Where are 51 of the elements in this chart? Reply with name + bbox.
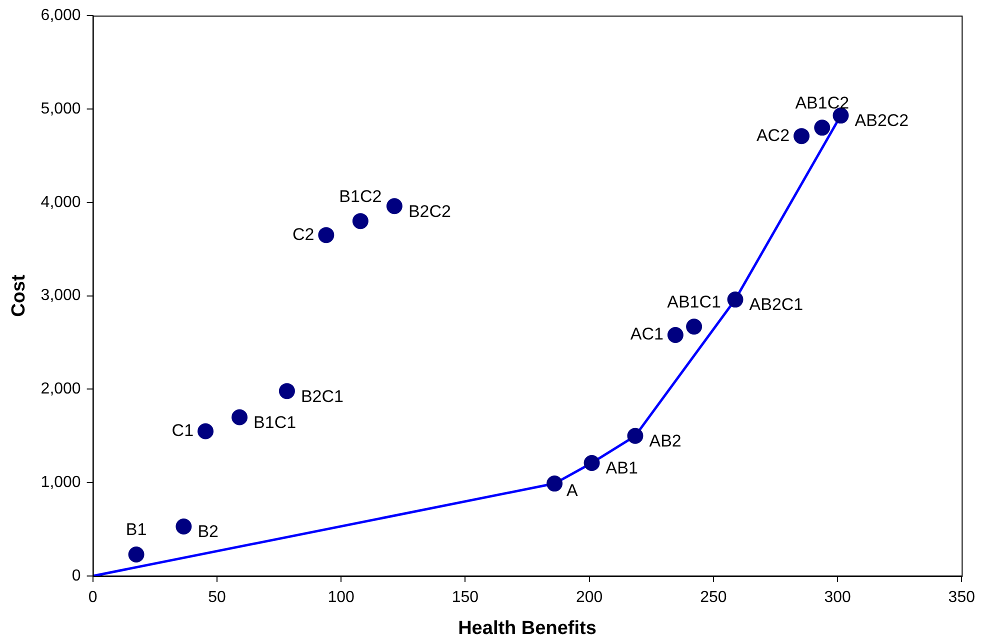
point xyxy=(667,327,684,344)
point xyxy=(232,409,248,426)
annotation: B2C1 xyxy=(300,386,344,406)
y-tick-label: 2,000 xyxy=(40,380,81,398)
point xyxy=(584,454,600,471)
annotation: AC2 xyxy=(756,126,790,145)
x-tick-label: 250 xyxy=(700,589,727,606)
annotation: B2C2 xyxy=(408,202,451,221)
point xyxy=(198,423,214,440)
y-tick-label: 5,000 xyxy=(40,100,81,118)
annotation: B1C1 xyxy=(254,412,296,432)
annotation: C2 xyxy=(292,224,314,244)
point xyxy=(686,318,702,335)
annotation: B1 xyxy=(126,520,147,540)
y-tick-label: 6,000 xyxy=(40,7,81,24)
point xyxy=(832,108,849,124)
x-tick-label: 200 xyxy=(576,589,603,606)
y-tick-label: 4,000 xyxy=(40,194,81,211)
annotation: AC1 xyxy=(630,324,664,344)
point xyxy=(794,128,810,144)
point xyxy=(318,227,334,244)
x-tick-label: 300 xyxy=(824,589,851,606)
annotation: AB2C1 xyxy=(749,295,804,314)
point xyxy=(627,428,644,444)
annotation: AB1C2 xyxy=(795,93,850,112)
y-tick-label: 0 xyxy=(72,567,81,584)
annotation: C1 xyxy=(172,420,194,440)
x-tick-label: 50 xyxy=(208,589,226,606)
point xyxy=(128,546,144,563)
x-tick-label: 0 xyxy=(88,589,98,606)
point xyxy=(727,292,744,308)
point xyxy=(352,213,368,230)
point xyxy=(176,518,192,534)
annotation: B2 xyxy=(198,522,218,542)
x-tick-label: 100 xyxy=(328,589,355,606)
x-tick-label: 150 xyxy=(452,589,479,606)
y-tick-label: 1,000 xyxy=(40,474,81,492)
annotation: AB1C1 xyxy=(667,292,721,312)
point xyxy=(386,198,402,214)
annotation: AB2 xyxy=(649,432,682,451)
x-axis-title: Health Benefits xyxy=(458,618,596,639)
annotation: AB1 xyxy=(606,458,638,478)
point xyxy=(278,383,295,400)
annotation: B1C2 xyxy=(339,186,382,206)
point xyxy=(546,476,563,492)
annotation: A xyxy=(566,481,579,500)
x-tick-label: 350 xyxy=(948,589,976,606)
y-tick-label: 3,000 xyxy=(40,287,81,304)
y-axis-title: Cost xyxy=(8,274,30,317)
annotation: AB2C2 xyxy=(854,111,909,130)
point xyxy=(814,120,830,136)
